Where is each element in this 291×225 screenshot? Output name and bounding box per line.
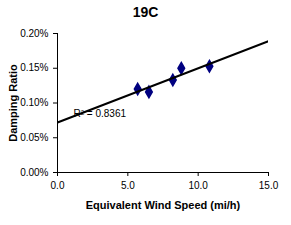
svg-text:Damping Ratio: Damping Ratio — [7, 64, 19, 142]
svg-text:0.0: 0.0 — [51, 180, 65, 191]
svg-text:0.05%: 0.05% — [20, 132, 48, 143]
svg-text:Equivalent Wind Speed (mi/h): Equivalent Wind Speed (mi/h) — [86, 199, 241, 211]
svg-text:0.10%: 0.10% — [20, 97, 48, 108]
svg-text:0.00%: 0.00% — [20, 167, 48, 178]
svg-text:0.20%: 0.20% — [20, 28, 48, 39]
svg-text:5.0: 5.0 — [121, 180, 135, 191]
html-text:19C: 19C — [132, 4, 159, 20]
svg-text:R² = 0.8361: R² = 0.8361 — [74, 108, 127, 119]
svg-text:15.0: 15.0 — [259, 180, 279, 191]
svg-text:10.0: 10.0 — [188, 180, 208, 191]
svg-text:0.15%: 0.15% — [20, 62, 48, 73]
